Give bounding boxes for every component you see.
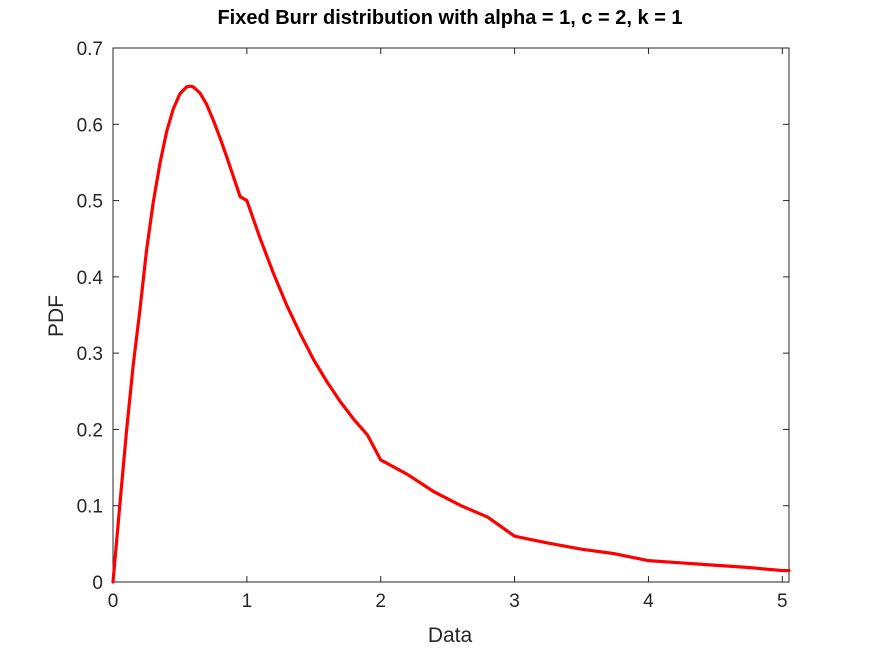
y-tick-label: 0 bbox=[92, 573, 103, 594]
x-axis-label: Data bbox=[428, 624, 473, 647]
y-tick-label: 0.3 bbox=[77, 344, 103, 365]
chart-title: Fixed Burr distribution with alpha = 1, … bbox=[217, 7, 682, 29]
y-tick-label: 0.2 bbox=[77, 420, 103, 441]
x-tick-label: 4 bbox=[643, 591, 654, 612]
x-tick-label: 0 bbox=[108, 591, 119, 612]
pdf-curve-line bbox=[111, 84, 791, 584]
x-tick-label: 1 bbox=[242, 591, 253, 612]
x-tick-label: 5 bbox=[777, 591, 788, 612]
y-tick-label: 0.4 bbox=[77, 268, 104, 289]
x-tick-label: 3 bbox=[509, 591, 520, 612]
y-tick-label: 0.7 bbox=[77, 39, 103, 60]
x-tick-label: 2 bbox=[375, 591, 386, 612]
y-axis-label: PDF bbox=[45, 295, 68, 337]
axes-box bbox=[112, 47, 790, 583]
y-tick-label: 0.1 bbox=[77, 497, 103, 518]
y-tick-label: 0.5 bbox=[77, 192, 103, 213]
y-tick-label: 0.6 bbox=[77, 115, 103, 136]
plot-area: 0 1 2 3 4 5 0 0.1 0.2 0.3 0.4 0.5 0.6 0.7 bbox=[77, 39, 791, 612]
